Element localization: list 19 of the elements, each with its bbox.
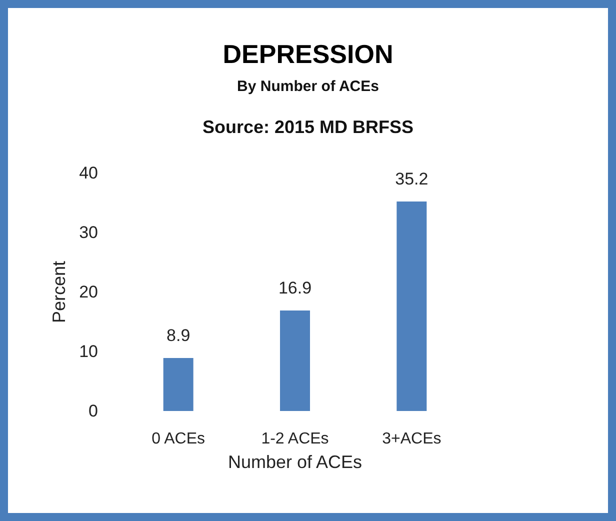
x-axis-title: Number of ACEs — [228, 452, 362, 472]
bar — [280, 310, 310, 411]
data-label: 35.2 — [395, 170, 428, 189]
x-tick-label: 0 ACEs — [152, 430, 206, 448]
y-tick-label: 20 — [79, 282, 98, 302]
y-tick-label: 0 — [88, 402, 98, 420]
x-tick-label: 1-2 ACEs — [261, 430, 329, 448]
data-label: 16.9 — [278, 278, 312, 298]
source-note: Source: 2015 MD BRFSS — [202, 117, 414, 137]
y-tick-label: 30 — [79, 223, 98, 242]
bar — [163, 358, 194, 411]
x-tick-label: 3+ACEs — [382, 430, 442, 448]
data-label: 8.9 — [166, 326, 190, 346]
y-tick-label: 10 — [79, 342, 98, 361]
y-tick-label: 40 — [79, 164, 98, 182]
chart-title: DEPRESSION — [222, 39, 394, 69]
y-axis-title: Percent — [49, 260, 70, 324]
bar — [396, 202, 427, 411]
chart-subtitle: By Number of ACEs — [237, 78, 379, 95]
